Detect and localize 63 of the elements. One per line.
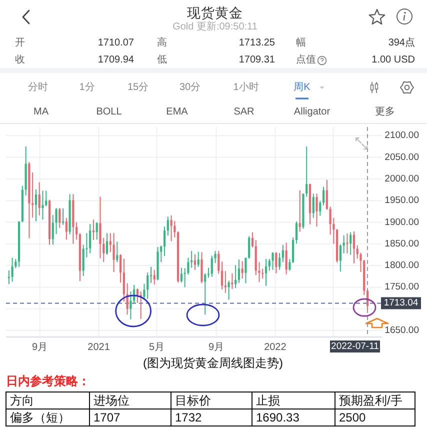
- candlestick: [346, 234, 348, 254]
- y-tick-label: 1650.00: [384, 325, 419, 336]
- text: 1690.33: [256, 410, 300, 424]
- text: 幅: [296, 36, 306, 48]
- y-tick-label: 2050.00: [384, 152, 419, 163]
- candlestick: [62, 208, 64, 225]
- text: 1732: [175, 410, 202, 424]
- x-tick-label: 9月: [32, 342, 48, 353]
- text: 1小时: [233, 81, 259, 93]
- x-tick-label: 9月: [208, 342, 224, 353]
- y-tick-label: 1900.00: [384, 216, 419, 228]
- text: BOLL: [96, 106, 122, 118]
- text: 高: [157, 36, 167, 48]
- y-tick-label: 2000.00: [384, 173, 419, 184]
- text: 止损: [256, 394, 280, 408]
- text: 1.00 USD: [372, 54, 415, 66]
- y-tick-label: 2100.00: [384, 130, 419, 142]
- ref-line-label: 2022-07-11: [331, 341, 379, 352]
- text: 低: [157, 54, 167, 66]
- text: 1710.07: [98, 38, 134, 48]
- text: 点值: [296, 54, 316, 66]
- text: 2500: [339, 410, 366, 424]
- text: 偏多（短）: [10, 410, 70, 424]
- chart-subtitle: Gold 更新:09:50:11: [172, 20, 258, 32]
- y-tick-label: 1750.00: [384, 282, 419, 293]
- text: Alligator: [294, 106, 331, 118]
- text: (图为现货黄金周线图走势): [143, 356, 283, 370]
- text: 收: [15, 54, 25, 66]
- text: 开: [15, 38, 25, 48]
- candlestick: [298, 190, 301, 232]
- y-tick-label: 1950.00: [384, 195, 419, 206]
- chart-title: 现货黄金: [187, 6, 243, 20]
- candlestick: [92, 220, 95, 240]
- text: 1713.25: [238, 38, 276, 48]
- text: MA: [34, 106, 49, 118]
- text: SAR: [234, 106, 254, 118]
- text: 394点: [388, 36, 415, 48]
- text: 进场位: [94, 394, 130, 408]
- text: EMA: [166, 106, 188, 118]
- text: 周K: [294, 82, 311, 93]
- text: 30分: [179, 81, 201, 93]
- text: 1分: [79, 81, 95, 93]
- text: 更多: [375, 106, 395, 118]
- x-tick-label: 2022: [264, 342, 287, 353]
- text: 15分: [127, 81, 149, 93]
- candlestick: [32, 172, 34, 218]
- text: 1707: [94, 410, 121, 424]
- text: 1709.94: [98, 54, 134, 66]
- text: 目标价: [175, 394, 211, 408]
- text: 分时: [28, 81, 48, 93]
- text: 预期盈利/手: [339, 394, 402, 408]
- candlestick: [42, 190, 44, 220]
- text: 1709.31: [238, 54, 276, 66]
- candlestick: [170, 215, 172, 242]
- y-tick-label: 1850.00: [384, 238, 419, 250]
- text: 日内参考策略：: [6, 374, 90, 388]
- text: 方向: [10, 394, 34, 408]
- x-tick-label: 2021: [88, 342, 110, 353]
- y-tick-label: 1800.00: [384, 260, 419, 272]
- x-tick-label: 5月: [149, 342, 165, 353]
- candlestick: [228, 280, 230, 300]
- ref-line-label: 1713.04: [384, 298, 418, 309]
- candlestick: [224, 271, 226, 293]
